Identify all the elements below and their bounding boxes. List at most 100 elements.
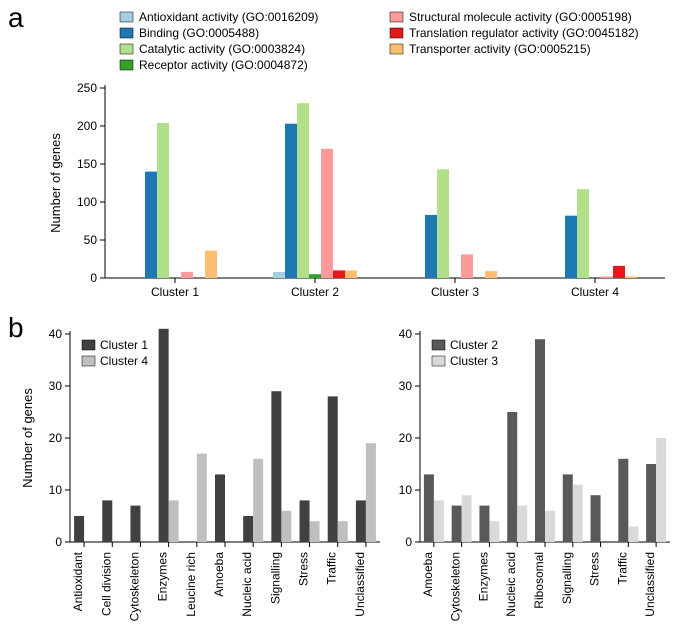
legend-swatch — [390, 44, 403, 54]
legend-label: Antioxidant activity (GO:0016209) — [139, 10, 318, 24]
bar — [197, 454, 207, 542]
category-label: Unclassified — [353, 552, 367, 617]
bar — [281, 511, 291, 542]
y-tick-label: 30 — [49, 379, 63, 393]
y-tick-label: 30 — [399, 379, 413, 393]
legend-label: Cluster 2 — [450, 338, 498, 352]
bar — [601, 276, 613, 278]
category-label: Nucleic acid — [240, 552, 254, 617]
bar — [618, 459, 628, 542]
bar — [297, 103, 309, 278]
y-tick-label: 0 — [55, 535, 62, 549]
legend-label: Cluster 3 — [450, 354, 498, 368]
bar — [157, 123, 169, 278]
y-axis-label: Number of genes — [20, 388, 35, 488]
legend-label: Receptor activity (GO:0004872) — [139, 58, 308, 72]
bar — [181, 272, 193, 278]
bar — [366, 443, 376, 542]
bar — [145, 172, 157, 278]
category-label: Traffic — [325, 552, 339, 585]
legend-label: Cluster 4 — [100, 354, 148, 368]
cluster-label: Cluster 1 — [151, 285, 199, 299]
bar — [310, 521, 320, 542]
bar — [300, 500, 310, 542]
category-label: Leucine rich — [184, 552, 198, 617]
bar — [485, 271, 497, 278]
legend-swatch — [82, 356, 95, 366]
y-tick-label: 100 — [77, 195, 97, 209]
bar — [573, 485, 583, 542]
bar — [215, 474, 225, 542]
bar — [517, 506, 527, 542]
bar — [565, 216, 577, 278]
bar — [462, 495, 472, 542]
bar — [563, 474, 573, 542]
bar — [452, 506, 462, 542]
y-tick-label: 40 — [399, 327, 413, 341]
panel-a-chart: Antioxidant activity (GO:0016209) Binding… — [0, 0, 685, 312]
legend-swatch — [432, 340, 445, 350]
legend-swatch — [390, 28, 403, 38]
bar — [613, 266, 625, 278]
category-label: Nucleic acid — [504, 552, 518, 617]
bar — [271, 391, 281, 542]
bar — [74, 516, 84, 542]
y-tick-label: 20 — [399, 431, 413, 445]
bar — [321, 149, 333, 278]
legend-label: Binding (GO:0005488) — [139, 26, 259, 40]
category-label: Amoeba — [212, 552, 226, 597]
bar — [507, 412, 517, 542]
bar — [479, 506, 489, 542]
bar — [591, 495, 601, 542]
legend-swatch — [120, 44, 133, 54]
bar — [328, 396, 338, 542]
bar — [535, 339, 545, 542]
bar — [345, 270, 357, 278]
bar — [102, 500, 112, 542]
bar — [243, 516, 253, 542]
y-tick-label: 200 — [77, 119, 97, 133]
y-tick-label: 10 — [49, 483, 63, 497]
category-label: Enzymes — [476, 552, 490, 601]
bar — [205, 251, 217, 278]
category-label: Stress — [297, 552, 311, 586]
legend-swatch — [82, 340, 95, 350]
bar — [253, 459, 263, 542]
bar — [285, 124, 297, 278]
y-tick-label: 0 — [405, 535, 412, 549]
y-axis-label: Number of genes — [48, 133, 63, 233]
y-tick-label: 50 — [84, 233, 98, 247]
y-tick-label: 20 — [49, 431, 63, 445]
bar — [159, 329, 169, 542]
bar — [356, 500, 366, 542]
category-label: Antioxidant — [71, 551, 85, 611]
category-label: Stress — [588, 552, 602, 586]
panel-b-chart: 010203040Number of genesCluster 1Cluster… — [0, 312, 685, 635]
legend-label: Catalytic activity (GO:0003824) — [139, 42, 305, 56]
bar — [425, 215, 437, 278]
y-tick-label: 0 — [90, 271, 97, 285]
bar — [309, 274, 321, 278]
bar — [628, 526, 638, 542]
bar — [577, 189, 589, 278]
bar — [130, 506, 140, 542]
bar — [273, 272, 285, 278]
category-label: Signalling — [560, 552, 574, 604]
bar — [646, 464, 656, 542]
bar — [656, 438, 666, 542]
bar — [625, 276, 637, 278]
bar — [169, 500, 179, 542]
category-label: Traffic — [615, 552, 629, 585]
legend-swatch — [120, 28, 133, 38]
bar — [437, 169, 449, 278]
legend-swatch — [120, 12, 133, 22]
category-label: Signalling — [268, 552, 282, 604]
cluster-label: Cluster 2 — [291, 285, 339, 299]
bar — [434, 500, 444, 542]
category-label: Cytoskeleton — [449, 552, 463, 621]
y-tick-label: 40 — [49, 327, 63, 341]
y-tick-label: 150 — [77, 157, 97, 171]
bar — [489, 521, 499, 542]
legend-label: Translation regulator activity (GO:00451… — [409, 26, 639, 40]
legend-swatch — [432, 356, 445, 366]
